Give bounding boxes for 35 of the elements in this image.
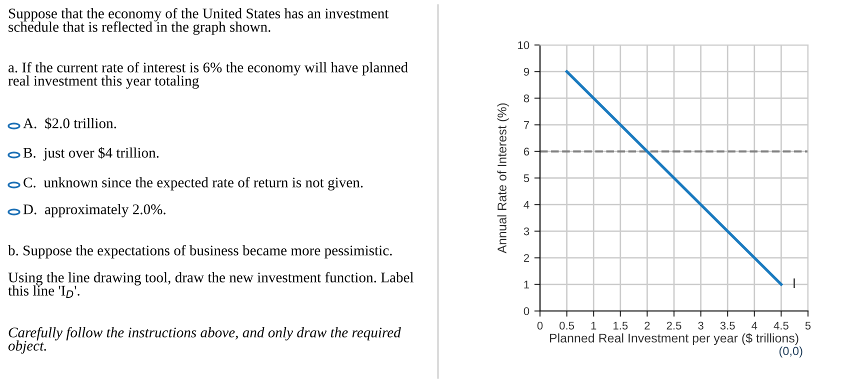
- x-tick-label: 5: [805, 322, 811, 330]
- y-tick-label: 10: [518, 41, 530, 50]
- y-tick-label: 1: [524, 280, 530, 288]
- x-tick-label: 1: [591, 322, 596, 330]
- y-tick-label: 4: [524, 200, 530, 209]
- text: b. Suppose the expectations of business became more pessimistic.: [8, 245, 392, 258]
- x-axis-title: Planned Real Investment per year ($ trillions): [550, 333, 798, 346]
- y-tick-label: 0: [524, 307, 530, 316]
- text: A. $2.0 trillion.: [23, 118, 116, 130]
- x-tick-label: 4.5: [774, 322, 788, 330]
- y-tick-label: 8: [524, 94, 530, 102]
- x-tick-label: 4: [752, 322, 758, 330]
- text: B. just over $4 trillion.: [23, 147, 159, 161]
- text: Carefully follow the instructions above, and only draw the required object.: [8, 327, 401, 354]
- text: D. approximately 2.0%.: [23, 204, 166, 218]
- text: C. unknown since the expected rate of return is not given.: [24, 177, 363, 190]
- text: a. If the current rate of interest is 6% the economy will have planned real investment this year totaling: [8, 62, 408, 89]
- x-tick-label: 2.5: [666, 322, 682, 330]
- text: Using the line drawing tool, draw the new investment function. Label this line 'I$_{D}$'.: [8, 272, 414, 298]
- y-tick-label: 6: [524, 148, 530, 156]
- x-tick-label: 0.5: [560, 322, 574, 330]
- y-tick-label: 9: [524, 68, 530, 76]
- x-tick-label: 3.5: [720, 322, 735, 330]
- y-tick-label: 3: [524, 227, 530, 236]
- text: (0,0): [779, 346, 802, 358]
- y-tick-label: 2: [524, 254, 530, 262]
- x-tick-label: 0: [537, 322, 543, 330]
- x-tick-label: 1.5: [614, 322, 628, 330]
- series-label: I: [794, 278, 795, 288]
- y-axis-title: Annual Rate of Interest (%): [497, 103, 509, 254]
- x-tick-label: 2: [644, 322, 650, 330]
- y-tick-label: 7: [524, 121, 530, 129]
- text: Suppose that the economy of the United States has an investment schedule that is reflected in the graph shown.: [8, 8, 389, 35]
- y-tick-label: 5: [524, 174, 530, 182]
- x-tick-label: 3: [698, 322, 704, 330]
